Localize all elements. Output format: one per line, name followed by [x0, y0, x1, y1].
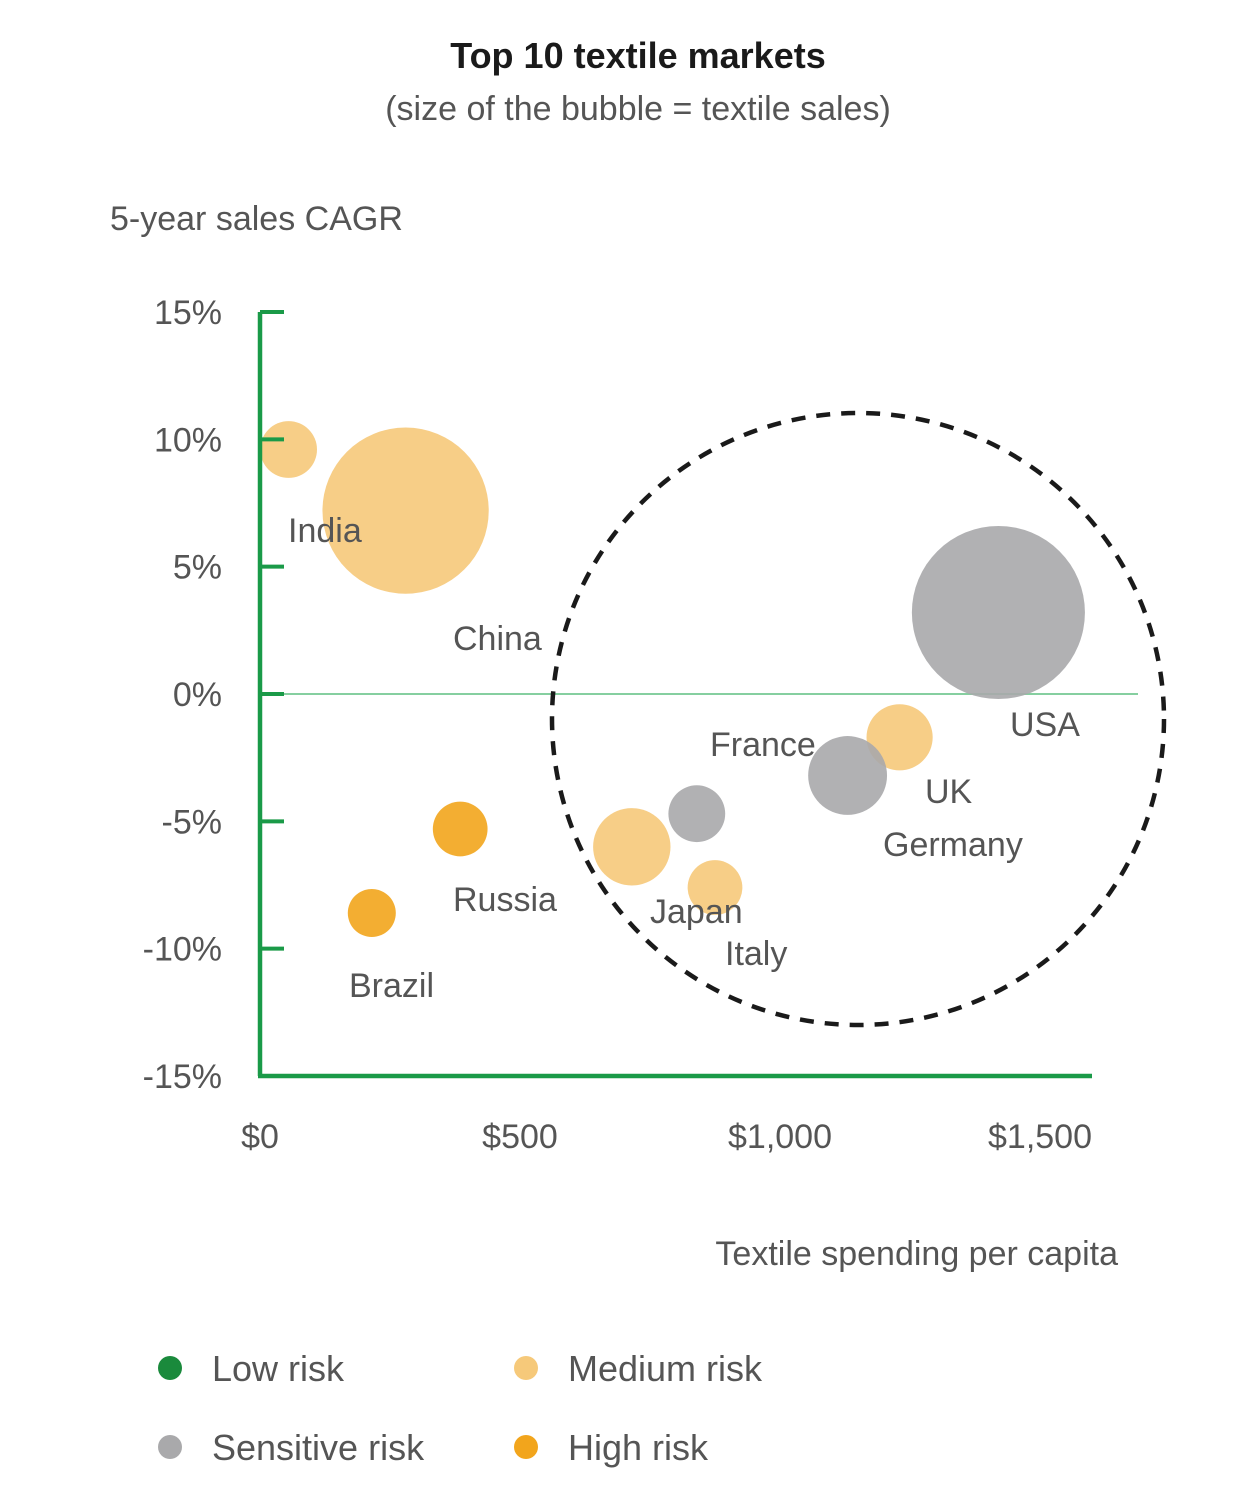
legend-label-sensitive-risk: Sensitive risk [212, 1427, 425, 1468]
axis-layer: 15% 10% 5% 0% -5% -10% -15% $0 $500 $1,000 $1,500 [143, 294, 1092, 1156]
point-label-brazil: Brazil [349, 967, 434, 1005]
highlight-dashed-circle [549, 410, 1167, 1028]
legend-marker-medium-risk [514, 1356, 538, 1380]
y-tick-label: 0% [173, 676, 222, 714]
point-label-italy: Italy [725, 935, 787, 973]
bubble-china [322, 427, 489, 594]
y-tick-label: 15% [154, 294, 222, 332]
legend-label-medium-risk: Medium risk [568, 1348, 763, 1389]
chart-subtitle: (size of the bubble = textile sales) [385, 90, 891, 128]
bubble-france [668, 785, 726, 843]
x-axis-label: Textile spending per capita [715, 1235, 1118, 1273]
point-label-france: France [710, 726, 816, 764]
legend: Low risk Medium risk Sensitive risk High ri… [158, 1348, 763, 1468]
x-tick-label: $500 [482, 1118, 558, 1156]
point-label-india: India [288, 512, 362, 550]
bubble-italy [593, 808, 671, 886]
y-tick-label: -10% [143, 931, 222, 969]
y-tick-label: -15% [143, 1058, 222, 1096]
point-label-germany: Germany [883, 826, 1023, 864]
legend-marker-sensitive-risk [158, 1435, 182, 1459]
point-label-japan: Japan [650, 893, 743, 931]
chart-title: Top 10 textile markets [450, 35, 826, 76]
point-label-russia: Russia [453, 881, 557, 919]
x-tick-label: $0 [241, 1118, 279, 1156]
bubble-india [260, 421, 317, 478]
bubble-brazil [347, 889, 396, 938]
bubble-germany [808, 736, 888, 815]
bubble-japan [687, 860, 743, 915]
y-axis-label: 5-year sales CAGR [110, 200, 403, 238]
legend-marker-low-risk [158, 1356, 182, 1380]
bubble-uk [866, 704, 933, 771]
bubble-russia [432, 801, 488, 857]
bubble-layer [260, 421, 1085, 938]
y-tick-label: 10% [154, 421, 222, 459]
x-tick-label: $1,000 [728, 1118, 832, 1156]
highlight-circle-layer [549, 410, 1167, 1028]
point-label-uk: UK [925, 773, 973, 811]
legend-marker-high-risk [514, 1435, 538, 1459]
legend-label-low-risk: Low risk [212, 1348, 345, 1389]
x-tick-label: $1,500 [988, 1118, 1092, 1156]
y-tick-label: 5% [173, 549, 222, 587]
point-label-usa: USA [1010, 706, 1080, 744]
point-label-layer: India China USA UK Germany France Italy Japan Ru… [288, 512, 1080, 1005]
y-tick-label: -5% [162, 803, 222, 841]
bubble-usa [911, 525, 1085, 700]
legend-label-high-risk: High risk [568, 1427, 709, 1468]
point-label-china: China [453, 620, 542, 658]
